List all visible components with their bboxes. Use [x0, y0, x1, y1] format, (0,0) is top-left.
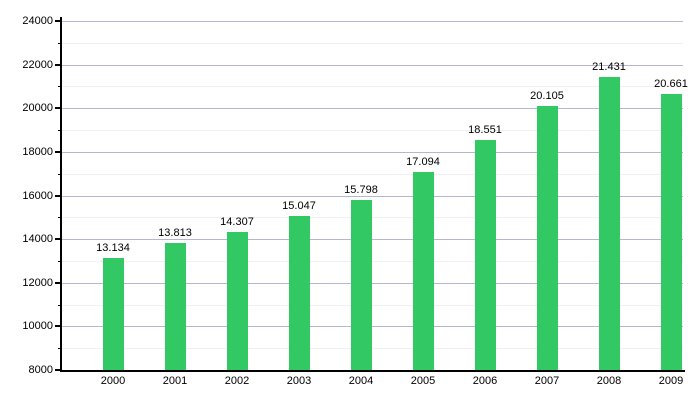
bar [413, 172, 434, 370]
y-tick-label: 20000 [22, 102, 53, 114]
x-tick-label: 2000 [100, 375, 126, 387]
major-gridline [62, 239, 683, 240]
minor-gridline [62, 305, 683, 306]
major-gridline [62, 326, 683, 327]
y-tick-label: 18000 [22, 146, 53, 158]
y-tick-label: 24000 [22, 15, 53, 27]
bar-value-label: 17.094 [406, 156, 440, 168]
minor-gridline [62, 43, 683, 44]
bar-value-label: 20.661 [654, 78, 688, 90]
x-tick-label: 2008 [596, 375, 622, 387]
major-gridline [62, 65, 683, 66]
minor-gridline [62, 86, 683, 87]
y-tick-mark [55, 107, 62, 109]
y-tick-mark [55, 195, 62, 197]
x-tick-label: 2001 [162, 375, 188, 387]
minor-gridline [62, 174, 683, 175]
y-tick-label: 22000 [22, 59, 53, 71]
bar [351, 200, 372, 370]
y-tick-mark [55, 64, 62, 66]
bar-value-label: 15.798 [344, 184, 378, 196]
bar [227, 232, 248, 370]
x-tick-label: 2009 [658, 375, 684, 387]
x-tick-label: 2002 [224, 375, 250, 387]
bar [475, 140, 496, 370]
y-tick-mark [55, 282, 62, 284]
x-tick-label: 2004 [348, 375, 374, 387]
y-tick-label: 8000 [28, 364, 53, 376]
y-axis-line [60, 17, 62, 372]
bar-value-label: 13.134 [96, 242, 130, 254]
major-gridline [62, 196, 683, 197]
bar-value-label: 14.307 [220, 216, 254, 228]
minor-gridline [62, 217, 683, 218]
minor-gridline [62, 130, 683, 131]
minor-gridline [62, 261, 683, 262]
y-tick-mark [55, 151, 62, 153]
x-tick-label: 2006 [472, 375, 498, 387]
y-tick-label: 10000 [22, 320, 53, 332]
y-tick-label: 12000 [22, 277, 53, 289]
y-tick-mark [55, 369, 62, 371]
bar [103, 258, 124, 370]
major-gridline [62, 21, 683, 22]
y-tick-label: 16000 [22, 190, 53, 202]
x-axis-line [60, 370, 685, 372]
bar [661, 94, 682, 370]
major-gridline [62, 152, 683, 153]
y-tick-mark [55, 325, 62, 327]
bar-value-label: 13.813 [158, 227, 192, 239]
bar-value-label: 15.047 [282, 200, 316, 212]
bar [165, 243, 186, 370]
major-gridline [62, 283, 683, 284]
major-gridline [62, 108, 683, 109]
x-tick-label: 2005 [410, 375, 436, 387]
bar-value-label: 21.431 [592, 61, 626, 73]
y-tick-label: 14000 [22, 233, 53, 245]
y-tick-mark [55, 238, 62, 240]
bar-value-label: 20.105 [530, 90, 564, 102]
y-tick-mark [55, 20, 62, 22]
bar [289, 216, 310, 370]
bar [599, 77, 620, 370]
x-tick-label: 2007 [534, 375, 560, 387]
x-tick-label: 2003 [286, 375, 312, 387]
minor-gridline [62, 348, 683, 349]
bar [537, 106, 558, 370]
bar-value-label: 18.551 [468, 124, 502, 136]
